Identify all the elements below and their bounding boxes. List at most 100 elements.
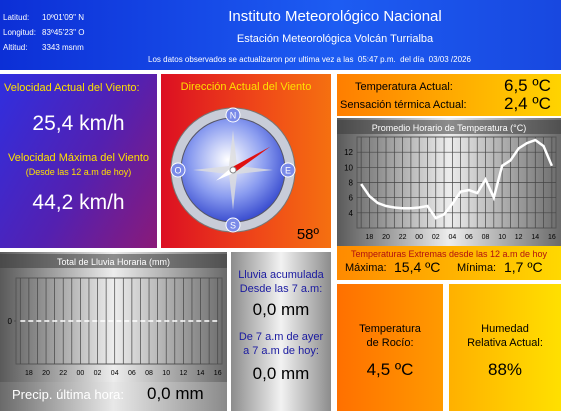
x-tick-label: 08 xyxy=(482,234,490,241)
wind-max-label: Velocidad Máxima del Viento xyxy=(7,152,150,164)
humidity-label: Humedad Relativa Actual: xyxy=(467,323,543,349)
x-tick-label: 20 xyxy=(382,234,390,241)
wind-panel: Velocidad Actual del Viento: 25,4 km/h V… xyxy=(0,74,157,248)
direction-panel: Dirección Actual del Viento N E S O 58º xyxy=(161,74,331,248)
compass-badge xyxy=(280,162,296,178)
x-tick-label: 12 xyxy=(179,370,187,377)
needle xyxy=(231,146,271,173)
extremes-panel: Temperaturas Extremas desde las 12 a.m d… xyxy=(337,246,561,280)
temp-current: 6,5 ºC xyxy=(504,76,551,95)
min-label: Mínima: xyxy=(457,262,497,274)
x-tick-label: 06 xyxy=(128,370,136,377)
x-tick-label: 10 xyxy=(498,234,506,241)
x-tick-label: 20 xyxy=(42,370,50,377)
x-tick-label: 12 xyxy=(515,234,523,241)
altitude: 3343 msnm xyxy=(42,43,84,52)
latitude: 10º01'09" N xyxy=(42,13,84,22)
wind-max-note: (Desde las 12 a.m de hoy) xyxy=(25,167,132,177)
wind-max: 44,2 km/h xyxy=(32,191,125,214)
temp-current-label: Temperatura Actual: xyxy=(355,81,453,93)
dew-panel: Temperatura de Rocío: 4,5 ºC xyxy=(337,284,443,411)
update-info: Los datos observados se actualizaron por… xyxy=(148,55,471,64)
update-time: 05:47 p.m. xyxy=(357,55,396,64)
chart-title: Promedio Horario de Temperatura (°C) xyxy=(372,123,527,133)
x-tick-label: 04 xyxy=(111,370,119,377)
x-tick-label: 00 xyxy=(415,234,423,241)
extremes-title: Temperaturas Extremas desde las 12 a.m d… xyxy=(350,249,548,259)
rain-day: 0,0 mm xyxy=(252,364,310,383)
x-tick-label: 16 xyxy=(214,370,222,377)
update-prefix: Los datos observados se actualizaron por… xyxy=(148,55,354,64)
x-tick-label: 18 xyxy=(366,234,374,241)
rain-panel: Lluvia acumulada Desde las 7 a.m: 0,0 mm… xyxy=(231,252,331,411)
temperature-panel: Temperatura Actual: 6,5 ºC Sensación tér… xyxy=(337,74,561,116)
direction-value: 58º xyxy=(296,226,319,243)
rain-accum: 0,0 mm xyxy=(252,300,310,319)
rain-day-label: De 7 a.m de ayer a 7 a.m de hoy: xyxy=(238,331,324,357)
feels-label: Sensación térmica Actual: xyxy=(340,99,467,111)
y-tick-label: 4 xyxy=(349,209,354,218)
compass-letter: E xyxy=(285,166,291,176)
wind-current-label: Velocidad Actual del Viento: xyxy=(4,82,140,94)
dew-value: 4,5 ºC xyxy=(366,360,414,379)
direction-label: Dirección Actual del Viento xyxy=(180,81,312,93)
x-tick-label: 06 xyxy=(465,234,473,241)
x-tick-label: 18 xyxy=(25,370,33,377)
data-line xyxy=(360,138,554,220)
chart-title-bar xyxy=(337,120,561,134)
subtitle: Estación Meteorológica Volcán Turrialba xyxy=(236,33,434,45)
rose xyxy=(229,170,237,210)
rain-accum-label: Lluvia acumulada Desde las 7 a.m: xyxy=(238,269,324,295)
y-tick-label: 0 xyxy=(8,317,13,326)
max: 15,4 ºC xyxy=(394,259,441,275)
x-tick-label: 16 xyxy=(548,234,556,241)
humidity-value: 88% xyxy=(487,360,523,379)
x-tick-label: 04 xyxy=(448,234,456,241)
x-tick-label: 02 xyxy=(432,234,440,241)
feels: 2,4 ºC xyxy=(504,94,551,113)
chart-bg xyxy=(0,252,227,382)
x-tick-label: 08 xyxy=(145,370,153,377)
precip-panel: Precip. última hora: 0,0 mm xyxy=(0,382,227,411)
compass: N E S O xyxy=(170,107,296,233)
wind-current: 25,4 km/h xyxy=(32,112,125,135)
compass-letter: S xyxy=(230,221,236,231)
longitude: 83º45'23" O xyxy=(42,28,85,37)
longitude-label: Longitud: xyxy=(3,28,36,37)
x-tick-label: 02 xyxy=(94,370,102,377)
compass-letter: N xyxy=(230,111,237,121)
x-tick-label: 22 xyxy=(59,370,67,377)
rose xyxy=(229,130,237,170)
y-tick-label: 6 xyxy=(349,194,354,203)
compass-letter: O xyxy=(174,166,181,176)
precip-label: Precip. última hora: xyxy=(12,387,124,402)
x-tick-label: 14 xyxy=(531,234,539,241)
chart-bg xyxy=(337,118,561,248)
temp-chart: Promedio Horario de Temperatura (°C) 4 6 8 1… xyxy=(337,118,561,248)
rain-chart: Total de Lluvia Horaria (mm) 0 18 20 22 00 02 0… xyxy=(0,252,227,382)
needle-hub xyxy=(229,166,237,174)
max-label: Máxima: xyxy=(345,262,387,274)
y-tick-label: 10 xyxy=(344,163,353,172)
dew-label: Temperatura de Rocío: xyxy=(359,323,421,349)
update-date: 03/03 /2026 xyxy=(428,55,471,64)
min: 1,7 ºC xyxy=(504,259,543,275)
compass-badge xyxy=(225,107,241,123)
latitude-label: Latitud: xyxy=(3,13,30,22)
humidity-panel: Humedad Relativa Actual: 88% xyxy=(449,284,561,411)
title: Instituto Meteorológico Nacional xyxy=(228,8,442,25)
chart-title-bar xyxy=(0,254,227,268)
x-tick-label: 00 xyxy=(76,370,84,377)
precip-value: 0,0 mm xyxy=(147,384,204,403)
x-tick-label: 10 xyxy=(162,370,170,377)
chart-title: Total de Lluvia Horaria (mm) xyxy=(57,257,170,267)
x-tick-label: 14 xyxy=(197,370,205,377)
rose xyxy=(193,166,233,174)
y-tick-label: 8 xyxy=(349,179,354,188)
update-day-label: del día xyxy=(400,55,425,64)
header: Latitud: 10º01'09" N Longitud: 83º45'23"… xyxy=(0,0,561,70)
altitude-label: Altitud: xyxy=(3,43,28,52)
rose xyxy=(233,166,273,174)
x-tick-label: 22 xyxy=(399,234,407,241)
